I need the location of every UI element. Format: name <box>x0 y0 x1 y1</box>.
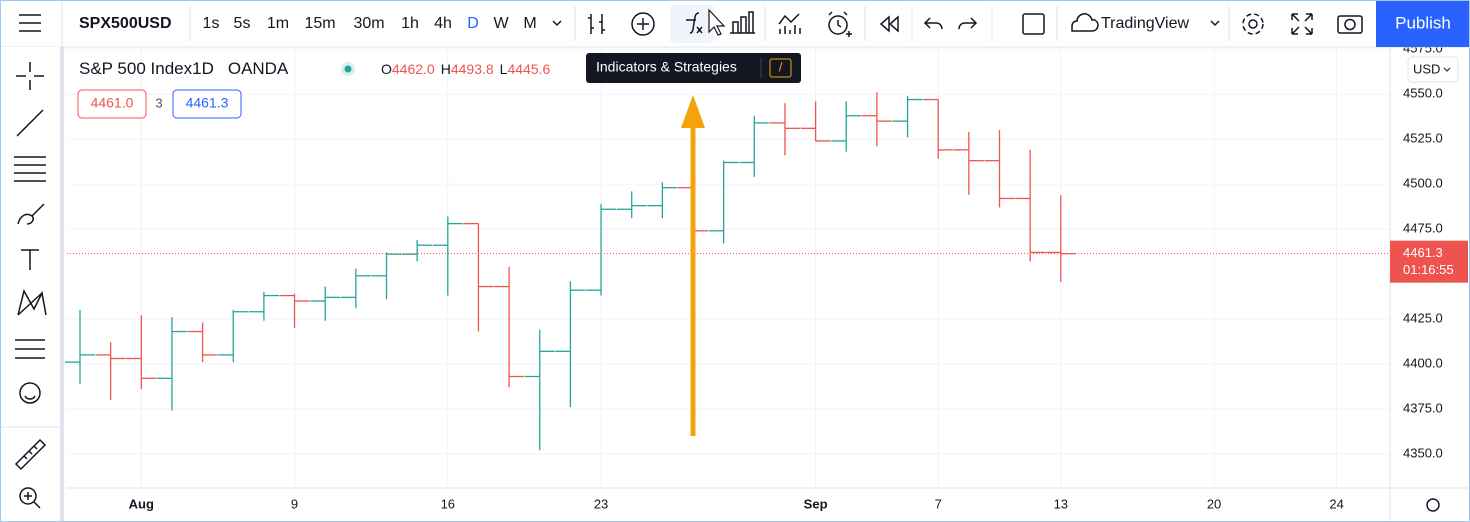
pattern-tool[interactable] <box>17 288 47 316</box>
x-tick-label: Sep <box>804 496 828 511</box>
interval-button[interactable]: W <box>493 15 509 32</box>
snapshot-button[interactable] <box>1337 15 1363 34</box>
cloud-icon <box>1071 13 1099 32</box>
toolbar-bg <box>0 0 1470 48</box>
y-tick-label: 4350.0 <box>1403 445 1443 460</box>
interval-button[interactable]: 1h <box>401 15 419 32</box>
tooltip <box>586 53 801 83</box>
legend-open: 4462.0 <box>392 61 435 77</box>
x-tick-label: 16 <box>441 496 455 511</box>
icon-tool[interactable] <box>19 382 41 404</box>
y-tick-label: 4475.0 <box>1403 220 1443 235</box>
legend-ohlc: O4462.0 H4493.8 L4445.6 <box>381 61 551 77</box>
interval-button[interactable]: 1m <box>267 15 289 32</box>
interval-button[interactable]: 5s <box>234 15 251 32</box>
legend-title: S&P 500 Index <box>79 59 193 78</box>
legend-open-label: O <box>381 61 392 77</box>
y-tick-label: 4425.0 <box>1403 310 1443 325</box>
text-tool[interactable] <box>21 249 39 270</box>
brush-tool[interactable] <box>17 203 45 225</box>
indicators-button[interactable] <box>686 12 703 34</box>
currency-label: USD <box>1413 61 1440 76</box>
x-tick-label: 7 <box>935 496 942 511</box>
interval-button[interactable]: M <box>523 15 536 32</box>
y-tick-label: 4525.0 <box>1403 131 1443 146</box>
countdown-label: 01:16:55 <box>1403 262 1454 277</box>
indicators-button-hover[interactable] <box>670 5 714 43</box>
legend-title-line: S&P 500 Index1D OANDA <box>79 59 289 78</box>
x-tick-label: 24 <box>1329 496 1343 511</box>
layout-button[interactable] <box>1022 13 1045 35</box>
legend-high: 4493.8 <box>451 61 494 77</box>
axis-settings[interactable] <box>1426 498 1440 512</box>
redo-button[interactable] <box>958 17 978 30</box>
interval-button[interactable]: 1s <box>203 15 220 32</box>
last-price-label-bg <box>1390 240 1468 283</box>
x-tick-label: Aug <box>129 496 154 511</box>
publish-label: Publish <box>1395 13 1451 32</box>
legend-exchange: OANDA <box>228 59 289 78</box>
interval-button[interactable]: 4h <box>434 15 452 32</box>
y-tick-label: 4550.0 <box>1403 86 1443 101</box>
prediction-tool[interactable] <box>15 339 45 359</box>
currency-dropdown <box>1443 67 1451 72</box>
layout-dropdown[interactable] <box>1210 20 1220 27</box>
y-tick-label: 4375.0 <box>1403 400 1443 415</box>
templates-button[interactable] <box>730 11 755 34</box>
fullscreen-button[interactable] <box>1291 13 1313 35</box>
shortcut-box <box>769 58 792 78</box>
tooltip-shortcut: / <box>779 59 783 74</box>
legend-low: 4445.6 <box>507 61 550 77</box>
x-tick-label: 20 <box>1207 496 1221 511</box>
bar-style-button[interactable] <box>588 14 605 34</box>
fib-tool[interactable] <box>14 156 46 182</box>
legend-high-label: H <box>441 61 451 77</box>
layout-name[interactable]: TradingView <box>1101 15 1189 32</box>
interval-group: 1s 5s 1m 15m 30m 1h 4h D W M <box>203 15 537 32</box>
x-tick-label: 13 <box>1054 496 1068 511</box>
measure-tool[interactable] <box>14 438 47 471</box>
compare-button[interactable] <box>631 12 655 36</box>
annotation-arrow-head <box>681 95 705 128</box>
interval-button[interactable]: D <box>467 15 479 32</box>
currency-selector[interactable] <box>1407 56 1459 83</box>
mouse-cursor <box>708 8 726 36</box>
tooltip-text: Indicators & Strategies <box>596 59 737 75</box>
y-tick-label: 4400.0 <box>1403 355 1443 370</box>
interval-dropdown[interactable] <box>552 20 562 27</box>
left-toolbar-bg <box>0 47 62 522</box>
bid-price: 4461.0 <box>91 95 134 111</box>
legend-low-label: L <box>500 61 508 77</box>
zoom-tool[interactable] <box>19 487 41 509</box>
left-toolbar <box>0 47 64 522</box>
x-tick-label: 23 <box>594 496 608 511</box>
y-tick-label: 4500.0 <box>1403 176 1443 191</box>
replay-button[interactable] <box>879 15 899 33</box>
symbol[interactable]: SPX500USD <box>79 15 172 32</box>
alert-button[interactable] <box>828 11 852 37</box>
x-tick-label: 9 <box>291 496 298 511</box>
publish-button[interactable] <box>1376 0 1470 47</box>
ask-price: 4461.3 <box>186 95 229 111</box>
ask-box[interactable] <box>172 89 242 119</box>
bid-box[interactable] <box>77 89 147 119</box>
trend-line-tool[interactable] <box>16 109 44 137</box>
alert-trend-button[interactable] <box>778 13 801 34</box>
settings-button[interactable] <box>1242 13 1264 35</box>
chart-area: 4350.0 4375.0 4400.0 4425.0 4475.0 4500.0 4525… <box>65 41 1470 522</box>
crosshair-tool[interactable] <box>16 62 44 90</box>
spread: 3 <box>155 95 162 110</box>
interval-button[interactable]: 15m <box>304 15 335 32</box>
last-price-label: 4461.3 <box>1403 245 1443 260</box>
undo-button[interactable] <box>923 17 943 30</box>
legend-interval: 1D <box>192 59 214 78</box>
menu-button[interactable] <box>19 14 41 32</box>
market-status-dot <box>344 65 352 73</box>
top-toolbar: SPX500USD 1s 5s 1m 15m 30m 1h 4h D W M TradingVie… <box>0 0 1470 48</box>
interval-button[interactable]: 30m <box>353 15 384 32</box>
